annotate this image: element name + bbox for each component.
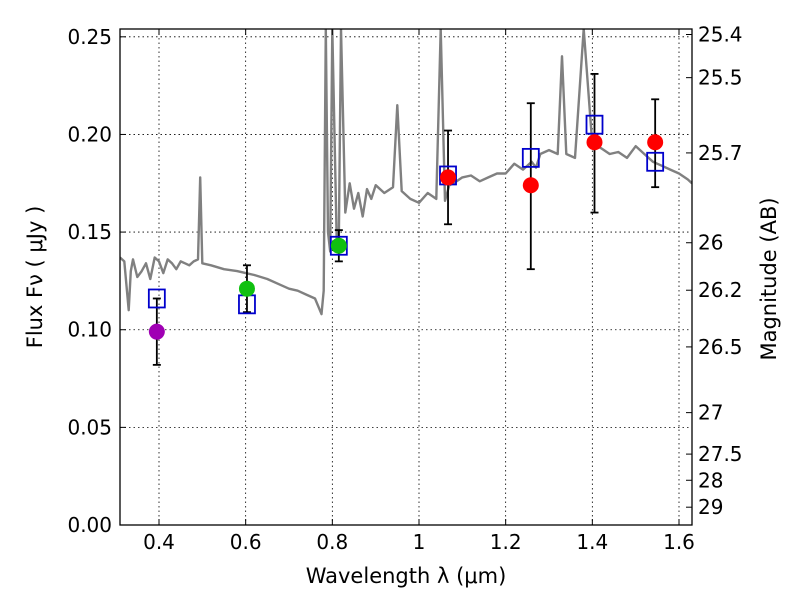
observed-point-marker — [647, 134, 664, 151]
y2-axis-label: Magnitude (AB) — [757, 197, 781, 360]
x-tick-label: 0.8 — [316, 530, 348, 554]
y2-tick-label: 29 — [698, 495, 723, 519]
y-axis-label: Flux Fν ( μJy ) — [23, 206, 47, 349]
x-tick-label: 1.4 — [576, 530, 608, 554]
y-tick-label: 0.20 — [67, 122, 112, 146]
plot-frame — [119, 28, 693, 526]
x-tick-label: 0.6 — [230, 530, 262, 554]
y-tick-label: 0.25 — [67, 25, 112, 49]
axis-ticks — [120, 29, 692, 526]
y2-tick-label: 27 — [698, 401, 723, 425]
model-square-marker — [147, 288, 166, 309]
x-tick-label: 0.4 — [143, 530, 175, 554]
y2-tick-label: 26 — [698, 231, 723, 255]
model-square-marker — [521, 147, 540, 168]
template-spectrum — [120, 29, 692, 316]
x-tick-label: 1.6 — [663, 530, 695, 554]
observed-point-marker — [586, 134, 603, 151]
template-spectrum-line — [120, 29, 692, 316]
y2-tick-label: 26.5 — [698, 335, 743, 359]
x-axis-label: Wavelength λ (μm) — [306, 564, 507, 588]
observed-point-marker — [238, 280, 255, 297]
observed-point-marker — [522, 177, 539, 194]
y2-tick-label: 27.5 — [698, 442, 743, 466]
y2-tick-label: 28 — [698, 468, 723, 492]
x-tick-label: 1 — [413, 530, 426, 554]
observed-point-marker — [440, 169, 457, 186]
model-square-marker — [585, 114, 604, 135]
data-markers — [147, 114, 665, 340]
y-tick-label: 0.15 — [67, 220, 112, 244]
y2-tick-label: 25.5 — [698, 66, 743, 90]
y-tick-label: 0.00 — [67, 513, 112, 537]
y-tick-label: 0.05 — [67, 415, 112, 439]
y2-tick-label: 25.7 — [698, 141, 743, 165]
observed-point-marker — [330, 237, 347, 254]
y-tick-label: 0.10 — [67, 318, 112, 342]
y2-tick-label: 25.4 — [698, 22, 743, 46]
tick-labels: 0.4 0.6 0.8 1 1.2 1.4 1.6 0.00 0.05 0.10 0.15 0.20 0… — [67, 22, 742, 554]
grid-lines — [120, 29, 692, 526]
x-tick-label: 1.2 — [490, 530, 522, 554]
observed-point-marker — [148, 323, 165, 340]
model-square-marker — [646, 151, 665, 172]
y2-tick-label: 26.2 — [698, 278, 743, 302]
error-bars — [152, 73, 660, 366]
